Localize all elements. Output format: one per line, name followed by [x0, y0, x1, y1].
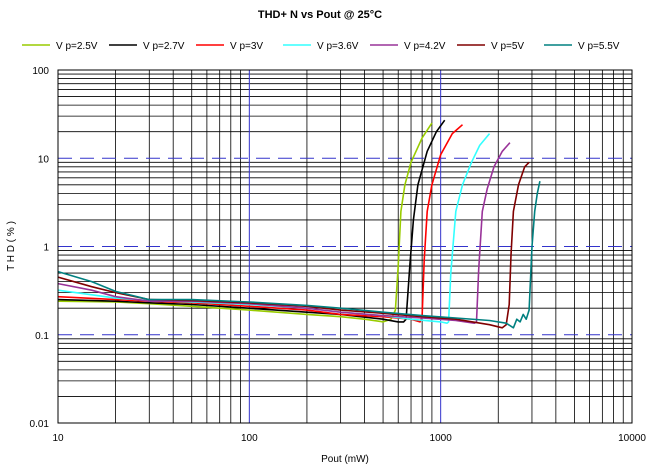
plot-frame [57, 69, 633, 424]
legend-label: V p=5.5V [578, 41, 620, 52]
x-tick-label: 100 [241, 433, 258, 444]
y-tick-label: 0.01 [30, 419, 50, 430]
x-tick-labels: 10 100 1000 10000 [52, 433, 646, 444]
y-tick-label: 10 [38, 154, 50, 165]
chart-title: THD+ N vs Pout @ 25°C [258, 9, 382, 21]
series-layer [57, 119, 541, 329]
x-axis-label: Pout (mW) [321, 454, 369, 465]
grid [58, 70, 632, 423]
y-tick-labels: 0.01 0.1 1 10 100 [30, 66, 50, 430]
legend-label: V p=3.6V [317, 41, 359, 52]
legend-label: V p=2.5V [56, 41, 98, 52]
legend-label: V p=4.2V [404, 41, 446, 52]
legend-label: V p=2.7V [143, 41, 185, 52]
series-line [57, 181, 541, 329]
y-axis-label: T H D ( % ) [6, 221, 17, 271]
series-line [57, 119, 446, 323]
y-tick-label: 100 [32, 66, 49, 77]
x-tick-label: 10000 [618, 433, 646, 444]
legend: V p=2.5V V p=2.7V V p=3V V p=3.6V V p=4.2V V … [22, 41, 620, 52]
legend-label: V p=3V [230, 41, 263, 52]
series-line [57, 142, 511, 324]
series-line [57, 122, 433, 323]
y-tick-label: 0.1 [35, 331, 49, 342]
y-tick-label: 1 [43, 243, 49, 254]
x-tick-label: 10 [52, 433, 64, 444]
x-tick-label: 1000 [430, 433, 453, 444]
legend-label: V p=5V [491, 41, 524, 52]
